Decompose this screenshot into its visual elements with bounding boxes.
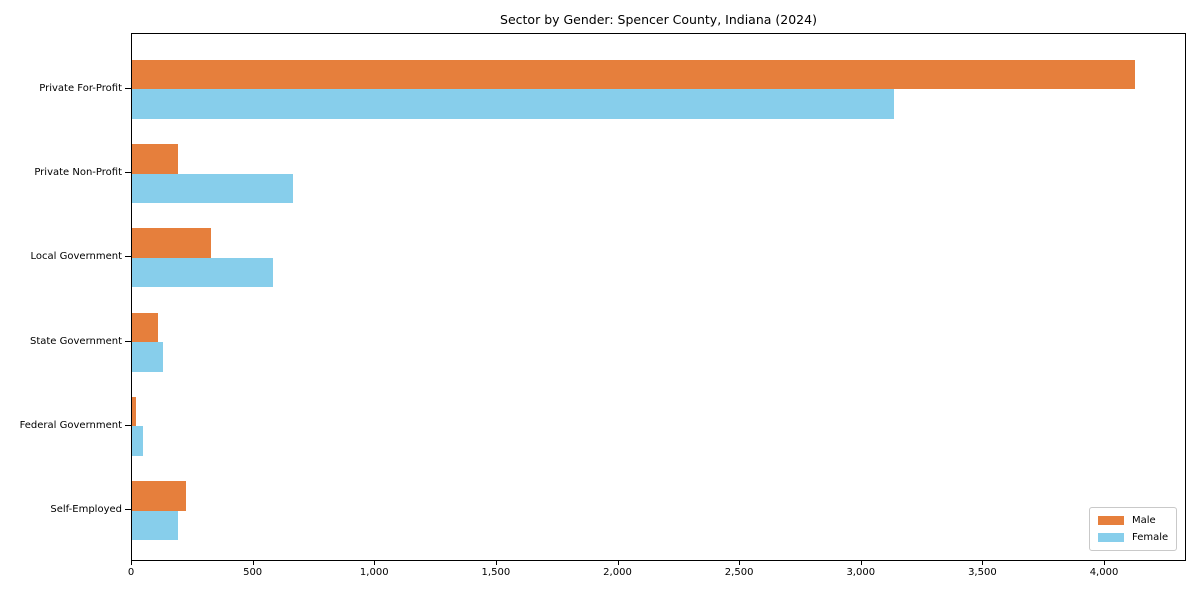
bar-female-self-employed [132, 510, 178, 541]
y-axis-tick [125, 172, 131, 174]
y-tick-label-private-non-profit: Private Non-Profit [34, 167, 122, 179]
x-axis-tick [860, 561, 862, 565]
x-tick-label-2-500: 2,500 [724, 567, 754, 578]
x-axis-tick [982, 561, 984, 565]
x-tick-label-2-000: 2,000 [603, 567, 632, 578]
x-axis-tick [617, 561, 619, 565]
y-tick-label-private-for-profit: Private For-Profit [39, 82, 122, 94]
bar-male-state-government [132, 312, 159, 343]
y-tick-label-self-employed: Self-Employed [50, 504, 122, 516]
x-tick-label-1-000: 1,000 [359, 567, 389, 578]
legend-item-male: Male [1098, 514, 1168, 527]
bar-female-state-government [132, 342, 164, 372]
x-tick-label-3-500: 3,500 [968, 567, 997, 578]
male-color-swatch [1098, 516, 1124, 525]
legend-item-female: Female [1098, 531, 1168, 544]
bar-male-federal-government [132, 396, 137, 427]
bar-male-private-non-profit [132, 144, 178, 174]
legend-label-male: Male [1132, 515, 1156, 526]
legend: Male Female [1089, 507, 1177, 551]
female-color-swatch [1098, 533, 1124, 542]
chart-title: Sector by Gender: Spencer County, Indian… [500, 12, 817, 27]
bar-female-federal-government [132, 426, 143, 456]
bar-female-private-non-profit [132, 173, 293, 204]
x-axis-tick [374, 561, 376, 565]
y-axis-tick [125, 509, 131, 511]
plot-area [131, 33, 1186, 561]
x-tick-label-4-000: 4,000 [1089, 567, 1119, 578]
y-axis-tick [125, 256, 131, 258]
x-axis-tick [495, 561, 497, 565]
x-axis-tick [252, 561, 254, 565]
x-axis-tick [1104, 561, 1106, 565]
y-axis-tick [125, 340, 131, 342]
bar-female-private-for-profit [132, 89, 894, 119]
x-tick-label-1-500: 1,500 [481, 567, 511, 578]
x-axis-tick [131, 561, 132, 565]
x-axis-tick [739, 561, 741, 565]
y-tick-label-federal-government: Federal Government [19, 419, 122, 431]
y-axis-tick [125, 87, 131, 89]
bar-male-local-government [132, 228, 212, 258]
y-axis-tick [125, 424, 131, 426]
x-tick-label-500: 500 [243, 567, 263, 578]
x-tick-label-0: 0 [127, 567, 135, 578]
bar-female-local-government [132, 257, 274, 288]
bar-male-self-employed [132, 481, 187, 511]
legend-label-female: Female [1132, 532, 1169, 543]
y-tick-label-state-government: State Government [29, 335, 122, 347]
x-tick-label-3-000: 3,000 [846, 567, 876, 578]
bar-male-private-for-profit [132, 59, 1136, 90]
y-tick-label-local-government: Local Government [30, 251, 122, 263]
